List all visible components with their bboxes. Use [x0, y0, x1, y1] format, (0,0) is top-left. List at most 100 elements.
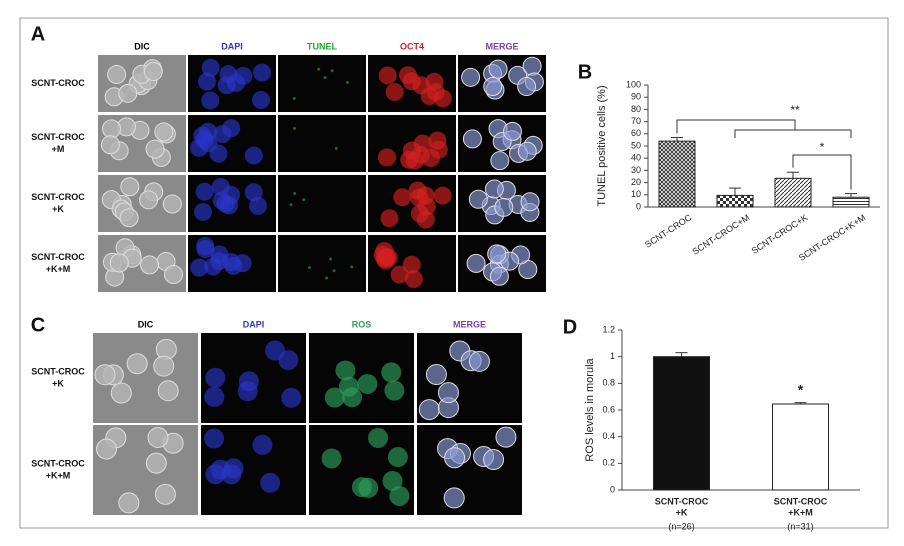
cell	[100, 135, 120, 155]
y-tick-label: 60	[631, 128, 641, 138]
cell	[145, 452, 167, 474]
cell	[368, 427, 389, 448]
cell	[162, 194, 182, 214]
cell	[382, 470, 403, 491]
cell	[126, 353, 148, 375]
micrograph	[278, 115, 366, 172]
cell	[325, 276, 329, 280]
cell	[94, 364, 116, 386]
cell	[147, 427, 169, 449]
y-tick-label: 0	[636, 201, 641, 211]
cell	[433, 186, 452, 205]
cell	[118, 492, 140, 514]
column-header: DAPI	[221, 41, 243, 51]
cell	[195, 131, 214, 150]
cell	[345, 80, 349, 84]
cell	[412, 76, 431, 95]
y-tick-label: 0.6	[602, 404, 615, 414]
cell	[350, 265, 354, 269]
cell	[201, 58, 220, 77]
cell	[157, 380, 179, 402]
sample-size: (n=31)	[787, 521, 813, 531]
cell	[380, 209, 399, 228]
bar	[653, 356, 710, 491]
cell	[101, 119, 121, 139]
cell	[193, 202, 212, 221]
column-header: ROS	[352, 319, 372, 329]
x-tick-label: SCNT-CROC	[643, 212, 694, 250]
column-header: MERGE	[453, 319, 486, 329]
cell	[387, 447, 408, 468]
cell	[205, 367, 226, 388]
bar	[832, 196, 870, 208]
cell	[302, 198, 306, 202]
annotation: *	[820, 140, 825, 154]
panel-label: C	[31, 314, 45, 336]
cell	[488, 59, 508, 79]
micrograph	[278, 235, 366, 292]
y-tick-label: 80	[631, 104, 641, 114]
annotation: *	[798, 381, 804, 397]
column-header: DAPI	[243, 319, 265, 329]
significance-bracket	[676, 119, 796, 134]
cell	[410, 188, 429, 207]
cell	[120, 177, 140, 197]
row-label: SCNT-CROC	[31, 132, 85, 142]
y-tick-label: 100	[626, 79, 641, 89]
column-header: MERGE	[485, 41, 518, 51]
column-header: DIC	[138, 319, 154, 329]
x-tick-label: +K+M	[788, 507, 813, 517]
cell	[196, 240, 215, 259]
cell	[334, 146, 338, 150]
cell	[335, 360, 356, 381]
row-label: +K+M	[46, 264, 71, 274]
cell	[416, 210, 435, 229]
cell	[260, 472, 281, 493]
cell	[461, 67, 481, 87]
cell	[119, 208, 139, 228]
cell	[190, 258, 209, 277]
cell	[237, 381, 258, 402]
cell	[219, 65, 238, 84]
row-label: SCNT-CROC	[31, 458, 85, 468]
cell	[109, 253, 129, 273]
cell	[468, 189, 488, 209]
cell	[517, 77, 537, 97]
cell	[244, 146, 263, 165]
cell	[376, 251, 395, 270]
cell	[204, 428, 225, 449]
cell	[437, 382, 459, 404]
annotation: **	[790, 103, 800, 117]
cell	[321, 448, 342, 469]
cell	[323, 76, 327, 80]
cell	[293, 191, 297, 195]
column-header: OCT4	[400, 41, 424, 51]
cell	[278, 350, 299, 371]
cell	[251, 90, 270, 109]
y-tick-label: 10	[631, 189, 641, 199]
panel-label: A	[31, 23, 45, 45]
cell	[462, 129, 482, 149]
cell	[205, 464, 226, 485]
y-tick-label: 40	[631, 153, 641, 163]
cell	[139, 190, 159, 210]
row-label: SCNT-CROC	[31, 366, 85, 376]
cell	[377, 148, 396, 167]
cell	[483, 77, 503, 97]
cell	[281, 387, 302, 408]
micrograph	[278, 55, 366, 112]
cell	[384, 380, 405, 401]
cell	[143, 62, 163, 82]
cell	[494, 197, 514, 217]
y-tick-label: 0.4	[602, 431, 615, 441]
cell	[307, 266, 311, 270]
cell	[209, 144, 228, 163]
x-tick-label: SCNT-CROC	[655, 496, 709, 506]
bar	[716, 194, 754, 208]
row-label: SCNT-CROC	[31, 252, 85, 262]
cell	[197, 72, 216, 91]
cell	[145, 139, 165, 159]
cell	[234, 66, 253, 85]
cell	[411, 146, 430, 165]
